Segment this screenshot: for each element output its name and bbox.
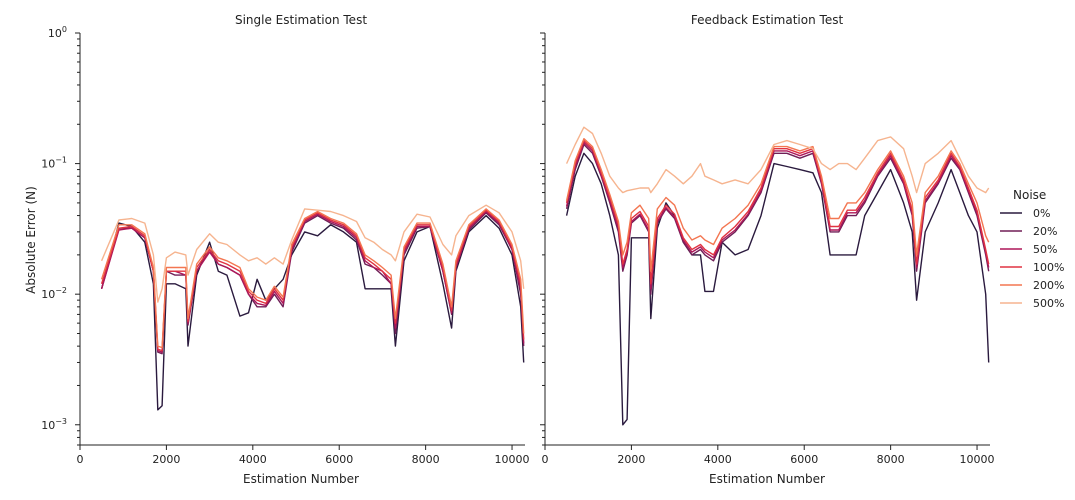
- y-tick-label: 10−2: [41, 286, 67, 301]
- x-tick-label: 0: [77, 453, 84, 466]
- x-tick-label: 4000: [704, 453, 732, 466]
- y-tick-base: 10: [41, 419, 55, 432]
- series-line-500pct: [565, 126, 990, 194]
- series-line-200pct: [565, 137, 990, 272]
- y-axis-title: Absolute Error (N): [24, 186, 38, 294]
- x-tick-label: 2000: [617, 453, 645, 466]
- legend-title: Noise: [1013, 188, 1046, 202]
- panel-title-feedback: Feedback Estimation Test: [691, 13, 844, 27]
- legend-label: 0%: [1033, 207, 1050, 220]
- legend: Noise 0% 20% 50% 100% 200% 500%: [1000, 188, 1064, 310]
- x-tick-label: 10000: [495, 453, 530, 466]
- x-tick-label: 2000: [152, 453, 180, 466]
- series-line-100pct: [100, 209, 525, 352]
- series-feedback: [565, 126, 990, 426]
- series-line-0pct: [100, 214, 525, 411]
- y-tick-exponent: −1: [55, 156, 67, 165]
- ticks-feedback: 0 2000 4000 6000 8000 10000: [540, 32, 995, 466]
- panel-feedback-estimation: Feedback Estimation Test Estimation Numb…: [540, 13, 995, 486]
- y-tick-label: 10−1: [41, 156, 67, 171]
- x-tick-label: 8000: [877, 453, 905, 466]
- x-tick-label: 6000: [790, 453, 818, 466]
- legend-items: 0% 20% 50% 100% 200% 500%: [1000, 207, 1064, 310]
- y-tick-base: 10: [41, 158, 55, 171]
- x-tick-label: 0: [542, 453, 549, 466]
- series-line-200pct: [100, 208, 525, 349]
- y-tick-base: 10: [41, 288, 55, 301]
- panel-single-estimation: Single Estimation Test Absolute Error (N…: [24, 13, 530, 486]
- x-tick-label: 8000: [412, 453, 440, 466]
- legend-label: 200%: [1033, 279, 1064, 292]
- legend-label: 500%: [1033, 297, 1064, 310]
- y-tick-exponent: 0: [62, 25, 67, 34]
- y-tick-label: 10−3: [41, 417, 67, 432]
- series-line-0pct: [565, 152, 990, 426]
- y-tick-exponent: −2: [55, 286, 67, 295]
- x-tick-label: 10000: [960, 453, 995, 466]
- x-axis-title-feedback: Estimation Number: [709, 472, 825, 486]
- x-tick-label: 6000: [325, 453, 353, 466]
- series-single: [100, 204, 525, 411]
- x-tick-label: 4000: [239, 453, 267, 466]
- panel-title-single: Single Estimation Test: [235, 13, 367, 27]
- y-tick-label: 100: [48, 25, 67, 40]
- legend-label: 20%: [1033, 225, 1057, 238]
- y-tick-base: 10: [48, 27, 62, 40]
- legend-label: 100%: [1033, 261, 1064, 274]
- series-line-100pct: [565, 139, 990, 285]
- x-axis-title-single: Estimation Number: [243, 472, 359, 486]
- series-line-500pct: [100, 204, 525, 303]
- y-tick-exponent: −3: [55, 417, 67, 426]
- legend-label: 50%: [1033, 243, 1057, 256]
